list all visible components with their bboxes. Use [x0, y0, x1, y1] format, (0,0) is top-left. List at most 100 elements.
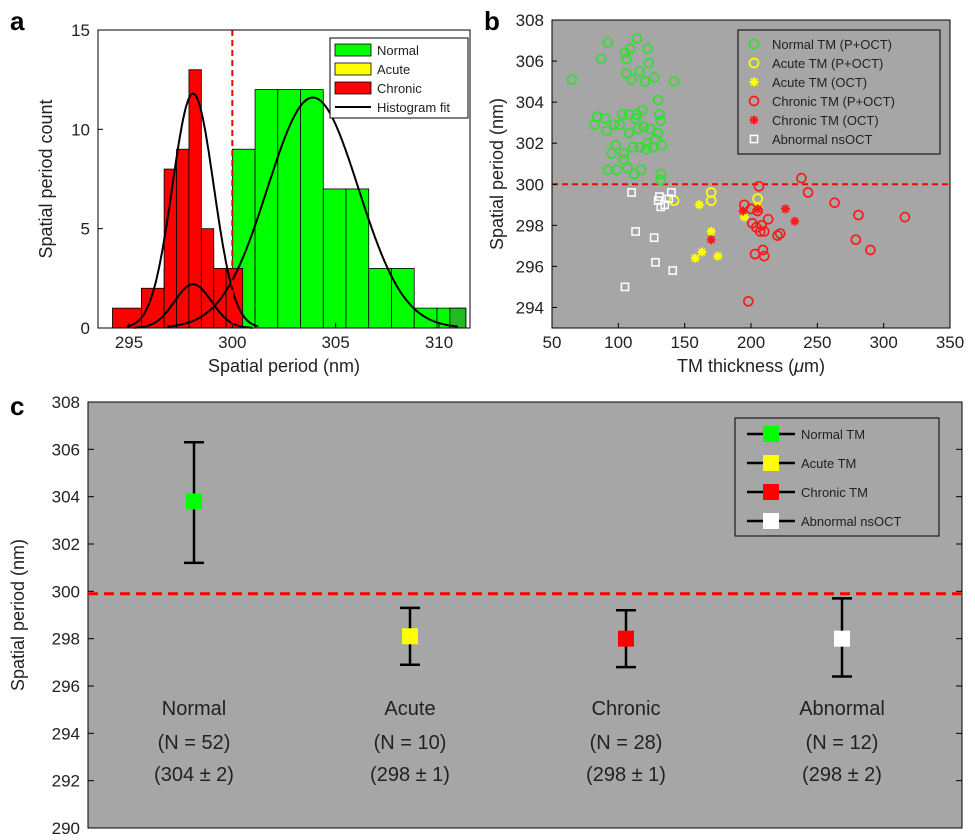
scatter-point: [631, 33, 643, 44]
scatter-point: [758, 250, 770, 262]
legend-swatch-normal: [763, 426, 779, 442]
legend-label: Chronic TM (P+OCT): [772, 94, 895, 109]
legend-swatch-acute: [334, 62, 372, 76]
scatter-point: [850, 234, 862, 246]
mean-marker-normal: [186, 493, 202, 510]
scatter-point: [566, 74, 578, 85]
scatter-point: [638, 121, 649, 133]
scatter-point: [738, 206, 748, 216]
scatter-point: [644, 123, 656, 135]
y-tick-label: 296: [516, 257, 544, 276]
y-tick-label: 302: [52, 535, 80, 554]
scatter-point: [757, 244, 769, 256]
x-tick-label: 100: [604, 333, 632, 352]
legend-label: Chronic: [377, 81, 422, 96]
scatter-point: [609, 119, 620, 131]
y-tick-label: 294: [52, 724, 80, 743]
scatter-point: [656, 139, 668, 151]
scatter-point: [652, 127, 664, 139]
y-axis-title: Spatial period (nm): [487, 98, 507, 250]
y-tick-label: 298: [52, 630, 80, 649]
scatter-point: [753, 180, 765, 192]
y-tick-label: 296: [52, 677, 80, 696]
y-tick-label: 290: [52, 819, 80, 838]
legend-marker: [749, 77, 759, 87]
scatter-point: [899, 211, 911, 223]
scatter-point: [796, 172, 807, 184]
scatter-point: [706, 235, 716, 245]
group-summary: (304 ± 2): [154, 764, 234, 786]
scatter-point: [616, 109, 628, 120]
legend-label: Acute TM: [801, 456, 856, 471]
scatter-point: [636, 104, 648, 116]
scatter-point: [705, 195, 717, 207]
legend-box: [737, 29, 941, 155]
scatter-point: [853, 209, 864, 221]
group-name: Chronic: [592, 698, 661, 720]
scatter-point: [601, 125, 612, 137]
y-tick-label: 304: [516, 93, 544, 112]
x-tick-label: 305: [321, 333, 349, 352]
mean-marker-acute: [402, 628, 418, 645]
hist-bar-chronic: [188, 69, 202, 329]
scatter-point: [774, 228, 786, 239]
group-n-label: (N = 12): [806, 732, 879, 754]
legend-marker: [749, 134, 759, 144]
y-tick-label: 306: [516, 52, 544, 71]
scatter-point: [614, 119, 626, 131]
scatter-point: [610, 139, 622, 151]
scatter-point: [790, 216, 800, 226]
scatter-point: [762, 213, 774, 225]
legend-swatch-normal: [334, 43, 372, 57]
x-tick-label: 50: [543, 333, 562, 352]
scatter-point: [595, 53, 607, 65]
group-n-label: (N = 28): [590, 732, 663, 754]
errorbar-panel: 290 292 294 296 298 300 302 304 306 308 Spatial pe…: [8, 393, 963, 838]
scatter-point: [664, 194, 674, 203]
legend-label: Acute: [377, 62, 410, 77]
scatter-point: [655, 174, 667, 186]
scatter-point: [650, 133, 661, 145]
scatter-point: [694, 200, 704, 210]
y-tick-label: 15: [71, 21, 90, 40]
x-axis-title-part: m): [804, 356, 825, 376]
scatter-point: [622, 162, 633, 174]
y-tick-label: 0: [81, 319, 90, 338]
legend-label: Normal TM (P+OCT): [772, 37, 892, 52]
scatter-point: [642, 43, 653, 55]
scatter-point: [668, 266, 678, 275]
legend-label: Normal TM: [801, 427, 865, 442]
scatter-point: [753, 204, 763, 214]
y-tick-label: 10: [71, 120, 90, 139]
fit-curve-0: [126, 92, 259, 328]
y-tick-label: 298: [516, 216, 544, 235]
x-tick-label: 310: [425, 333, 453, 352]
mean-marker-chronic: [618, 630, 634, 647]
scatter-point: [634, 65, 645, 77]
group-name: Abnormal: [799, 698, 885, 720]
scatter-point: [620, 282, 630, 292]
legend-swatch-chronic: [334, 81, 372, 95]
scatter-point: [655, 192, 664, 201]
scatter-point: [627, 141, 639, 153]
legend-marker: [748, 95, 760, 107]
scatter-point: [634, 141, 645, 153]
scatter-point: [780, 204, 790, 214]
scatter-point: [599, 113, 611, 124]
legend-label: Chronic TM: [801, 485, 868, 500]
hist-bar-chronic: [163, 168, 177, 329]
y-tick-label: 306: [52, 440, 80, 459]
group-n-label: (N = 10): [374, 732, 447, 754]
scatter-point: [668, 76, 680, 87]
scatter-point: [648, 72, 660, 83]
y-tick-label: 304: [52, 488, 80, 507]
scatter-point: [802, 187, 814, 198]
scatter-point: [620, 68, 632, 79]
hist-bar-normal: [254, 89, 279, 329]
x-tick-label: 250: [803, 333, 831, 352]
scatter-point: [649, 233, 659, 243]
group-summary: (298 ± 1): [586, 764, 666, 786]
legend-label: Acute TM (P+OCT): [772, 56, 883, 71]
legend-marker: [748, 57, 760, 69]
